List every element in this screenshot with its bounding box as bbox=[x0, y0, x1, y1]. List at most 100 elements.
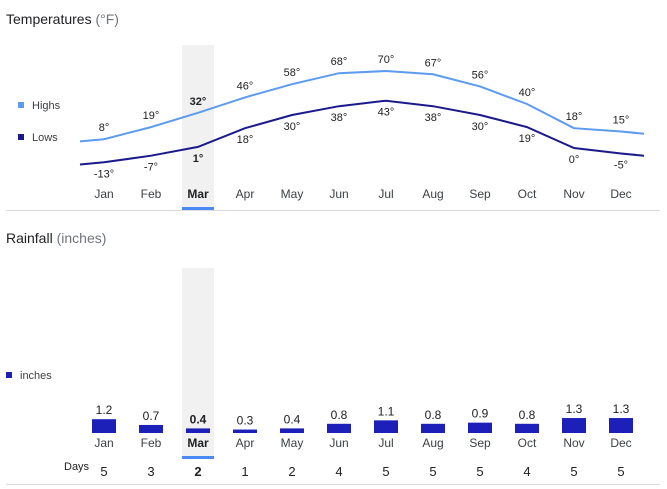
rainfall-data-label: 0.9 bbox=[472, 407, 489, 421]
highs-data-label: 67° bbox=[425, 57, 442, 69]
lows-data-label: -7° bbox=[144, 162, 158, 174]
lows-data-label: 19° bbox=[519, 133, 536, 145]
rainfall-days-value: 5 bbox=[100, 464, 107, 479]
temperature-x-tick-label: Apr bbox=[236, 187, 255, 201]
rainfall-days-value: 3 bbox=[147, 464, 154, 479]
rainfall-data-label: 1.2 bbox=[96, 403, 113, 417]
rainfall-title: Rainfall (inches) bbox=[6, 230, 106, 246]
rainfall-data-label: 0.3 bbox=[237, 414, 254, 428]
selected-month-band bbox=[182, 268, 214, 456]
temperature-x-tick-label: Jan bbox=[94, 187, 113, 201]
rainfall-bar bbox=[515, 423, 539, 433]
temperature-x-tick-label: Sep bbox=[469, 187, 491, 201]
lows-data-label: 0° bbox=[569, 154, 580, 166]
rainfall-bar bbox=[374, 420, 398, 433]
legend-rainfall-label: inches bbox=[20, 370, 52, 382]
rainfall-data-label: 1.3 bbox=[613, 402, 630, 416]
rainfall-x-tick-label: Nov bbox=[563, 436, 584, 450]
rainfall-days-value: 1 bbox=[241, 464, 248, 479]
rainfall-x-tick-label: Mar bbox=[187, 436, 209, 450]
highs-data-label: 8° bbox=[99, 122, 110, 134]
rainfall-data-label: 0.8 bbox=[425, 408, 442, 422]
selected-month-indicator bbox=[182, 456, 214, 459]
highs-series-line bbox=[79, 69, 645, 143]
rainfall-bar bbox=[609, 418, 633, 433]
temperature-x-tick-label: Aug bbox=[422, 187, 443, 201]
legend-lows-label: Lows bbox=[32, 132, 58, 144]
highs-data-label: 15° bbox=[613, 115, 630, 127]
rainfall-bar bbox=[139, 424, 163, 433]
temperature-x-tick-label: May bbox=[281, 187, 304, 201]
temperature-x-tick-label: Oct bbox=[518, 187, 537, 201]
rainfall-bar bbox=[468, 422, 492, 433]
rainfall-unit: (inches) bbox=[56, 230, 107, 246]
rainfall-x-tick-label: Jun bbox=[329, 436, 348, 450]
highs-data-label: 19° bbox=[143, 110, 160, 122]
highs-data-label: 58° bbox=[284, 67, 301, 79]
lows-data-label: 43° bbox=[378, 107, 395, 119]
temperature-chart[interactable]: 8° 19° 32° 46° 58° 68° 70° 67° 56° 40° 18° 15° -13° -… bbox=[0, 0, 667, 215]
rainfall-days-value: 4 bbox=[523, 464, 530, 479]
temperature-x-tick-label: Mar bbox=[187, 187, 209, 201]
rainfall-data-label: 0.8 bbox=[331, 408, 348, 422]
lows-data-label: 30° bbox=[284, 121, 301, 133]
rainfall-x-tick-label: Jul bbox=[378, 436, 393, 450]
rainfall-bar bbox=[562, 418, 586, 433]
lows-data-label: 38° bbox=[331, 112, 348, 124]
rainfall-title-text: Rainfall bbox=[6, 230, 53, 246]
highs-data-label: 32° bbox=[190, 96, 207, 108]
rainfall-x-tick-label: Dec bbox=[610, 436, 631, 450]
selected-month-indicator bbox=[182, 207, 214, 210]
highs-data-label: 18° bbox=[566, 111, 583, 123]
section-divider bbox=[6, 210, 660, 211]
rainfall-x-tick-label: Feb bbox=[141, 436, 162, 450]
temperature-x-tick-label: Nov bbox=[563, 187, 584, 201]
lows-data-label: 30° bbox=[472, 121, 489, 133]
legend-lows: Lows bbox=[18, 132, 58, 144]
rainfall-data-label: 0.8 bbox=[519, 408, 536, 422]
highs-data-label: 68° bbox=[331, 56, 348, 68]
lows-series-line bbox=[79, 99, 645, 166]
rainfall-data-label: 0.4 bbox=[284, 412, 301, 426]
rainfall-bar bbox=[421, 423, 445, 433]
legend-highs-swatch bbox=[18, 102, 24, 108]
rainfall-days-value: 5 bbox=[476, 464, 483, 479]
rainfall-days-value: 2 bbox=[288, 464, 295, 479]
temperature-title: Temperatures (°F) bbox=[6, 11, 119, 27]
lows-data-label: -5° bbox=[614, 160, 628, 172]
rainfall-bar bbox=[233, 429, 257, 433]
legend-lows-swatch bbox=[18, 134, 24, 140]
temperature-title-text: Temperatures bbox=[6, 11, 92, 27]
highs-data-label: 40° bbox=[519, 87, 536, 99]
lows-data-label: -13° bbox=[94, 168, 114, 180]
rainfall-days-value: 4 bbox=[335, 464, 342, 479]
rainfall-days-value: 5 bbox=[617, 464, 624, 479]
highs-data-label: 56° bbox=[472, 69, 489, 81]
highs-data-label: 70° bbox=[378, 54, 395, 66]
legend-highs: Highs bbox=[18, 100, 60, 112]
rainfall-days-value: 5 bbox=[570, 464, 577, 479]
temperature-x-tick-label: Jul bbox=[378, 187, 393, 201]
rainfall-bar bbox=[280, 428, 304, 433]
lows-data-label: 18° bbox=[237, 134, 254, 146]
temperature-x-tick-label: Jun bbox=[329, 187, 348, 201]
rainfall-days-value: 5 bbox=[429, 464, 436, 479]
selected-month-band bbox=[182, 45, 214, 208]
rainfall-data-label: 0.7 bbox=[143, 409, 160, 423]
rainfall-x-tick-label: Oct bbox=[518, 436, 537, 450]
temperature-x-tick-label: Feb bbox=[141, 187, 162, 201]
rainfall-x-tick-label: Sep bbox=[469, 436, 491, 450]
temperature-unit: (°F) bbox=[95, 11, 119, 27]
rainfall-x-tick-label: May bbox=[281, 436, 304, 450]
lows-data-label: 1° bbox=[193, 153, 204, 165]
rainfall-data-label: 0.4 bbox=[190, 412, 207, 426]
bottom-divider bbox=[6, 484, 660, 485]
rainfall-data-label: 1.1 bbox=[378, 404, 395, 418]
rainfall-bar bbox=[92, 419, 116, 433]
rainfall-days-value: 2 bbox=[194, 464, 201, 479]
rainfall-data-label: 1.3 bbox=[566, 402, 583, 416]
lows-data-label: 38° bbox=[425, 112, 442, 124]
legend-highs-label: Highs bbox=[32, 100, 61, 112]
rainfall-days-value: 5 bbox=[382, 464, 389, 479]
